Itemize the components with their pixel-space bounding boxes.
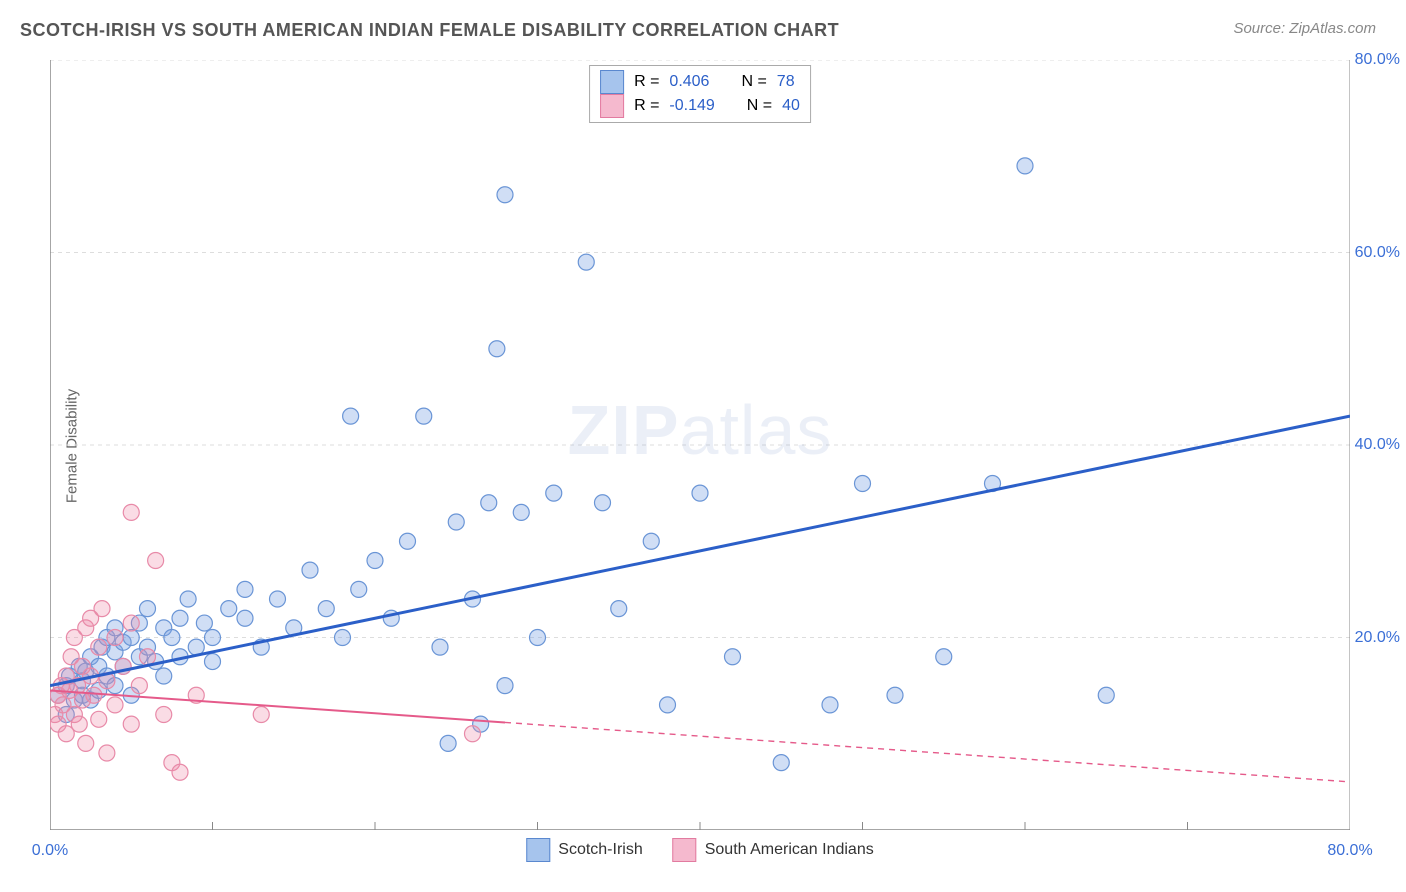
y-axis-tick-label: 40.0%	[1355, 436, 1400, 454]
n-value: 78	[777, 73, 795, 91]
y-axis-tick-label: 80.0%	[1355, 51, 1400, 69]
source-label: Source: ZipAtlas.com	[1233, 20, 1376, 37]
swatch-series-0	[526, 838, 550, 862]
n-value: 40	[782, 97, 800, 115]
legend-label: South American Indians	[705, 841, 874, 859]
n-label: N =	[741, 73, 766, 91]
r-label: R =	[634, 97, 659, 115]
chart-area: ZIPatlas R = 0.406 N = 78 R = -0.149 N =…	[50, 60, 1350, 830]
r-value: 0.406	[669, 73, 709, 91]
chart-title: SCOTCH-IRISH VS SOUTH AMERICAN INDIAN FE…	[20, 20, 839, 41]
legend-row: R = 0.406 N = 78	[600, 70, 800, 94]
r-value: -0.149	[669, 97, 714, 115]
correlation-legend: R = 0.406 N = 78 R = -0.149 N = 40	[589, 65, 811, 123]
n-label: N =	[747, 97, 772, 115]
legend-item: Scotch-Irish	[526, 838, 642, 862]
r-label: R =	[634, 73, 659, 91]
legend-item: South American Indians	[673, 838, 874, 862]
swatch-series-0	[600, 70, 624, 94]
swatch-series-1	[600, 94, 624, 118]
x-axis-tick-label: 0.0%	[32, 842, 68, 860]
x-axis-tick-label: 80.0%	[1327, 842, 1372, 860]
legend-label: Scotch-Irish	[558, 841, 642, 859]
y-axis-tick-label: 60.0%	[1355, 244, 1400, 262]
legend-row: R = -0.149 N = 40	[600, 94, 800, 118]
swatch-series-1	[673, 838, 697, 862]
series-legend: Scotch-Irish South American Indians	[526, 838, 873, 862]
scatter-chart	[50, 60, 1350, 830]
y-axis-tick-label: 20.0%	[1355, 629, 1400, 647]
